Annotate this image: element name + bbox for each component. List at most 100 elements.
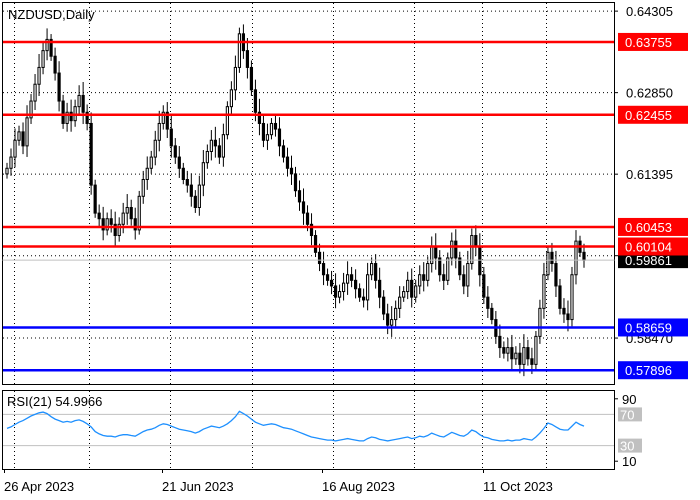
time-axis: 26 Apr 2023 21 Jun 2023 16 Aug 2023 11 Oct … bbox=[4, 469, 553, 494]
candle bbox=[21, 122, 25, 155]
candle bbox=[89, 112, 93, 195]
candle bbox=[466, 250, 470, 298]
candle bbox=[402, 286, 406, 302]
candle bbox=[562, 298, 566, 323]
candle bbox=[29, 94, 33, 124]
candle bbox=[109, 209, 113, 233]
candle bbox=[209, 130, 213, 161]
candle bbox=[197, 175, 201, 216]
time-tick-label: 26 Apr 2023 bbox=[4, 479, 74, 494]
candle bbox=[101, 206, 105, 241]
candle bbox=[217, 138, 221, 164]
candle bbox=[309, 213, 314, 246]
candle bbox=[245, 37, 250, 79]
candle bbox=[414, 279, 418, 303]
candle bbox=[354, 269, 358, 299]
candle bbox=[333, 273, 338, 309]
candle bbox=[177, 146, 181, 178]
svg-text:0.57896: 0.57896 bbox=[625, 363, 672, 378]
candle bbox=[41, 42, 45, 75]
candle bbox=[341, 272, 346, 301]
candle bbox=[61, 94, 65, 129]
candle bbox=[438, 250, 442, 282]
candle bbox=[301, 188, 306, 225]
candle bbox=[265, 123, 270, 150]
candle bbox=[193, 190, 197, 213]
candle bbox=[133, 207, 137, 240]
level-tags: 0.63755 0.62455 0.60453 0.60104 0.58659 0.578… bbox=[618, 32, 688, 380]
candle bbox=[366, 262, 370, 311]
candle bbox=[153, 130, 157, 166]
chart-title: NZDUSD,Daily bbox=[8, 7, 95, 22]
candle bbox=[205, 144, 209, 169]
candle bbox=[486, 286, 490, 319]
candle bbox=[526, 339, 530, 366]
candle bbox=[498, 324, 502, 358]
candle bbox=[426, 256, 430, 287]
candle bbox=[169, 115, 173, 158]
svg-text:0.60453: 0.60453 bbox=[625, 220, 672, 235]
rsi-line bbox=[6, 410, 585, 442]
candle bbox=[289, 155, 294, 185]
candle bbox=[490, 302, 494, 325]
current-price-tag: 0.59861 bbox=[618, 252, 688, 269]
candle bbox=[325, 268, 330, 286]
candle bbox=[510, 334, 514, 370]
candle bbox=[518, 342, 522, 374]
svg-text:70: 70 bbox=[620, 407, 634, 422]
candle bbox=[418, 265, 422, 295]
candle bbox=[37, 53, 41, 97]
vertical-grid-rsi bbox=[14, 391, 547, 469]
candle bbox=[149, 150, 153, 174]
candlestick-series bbox=[5, 24, 586, 377]
candle bbox=[454, 229, 458, 269]
candle bbox=[161, 105, 165, 130]
candle bbox=[566, 300, 570, 332]
rsi-panel-border bbox=[2, 390, 615, 470]
candle bbox=[113, 211, 117, 247]
candle bbox=[53, 47, 57, 81]
candle bbox=[554, 250, 558, 298]
candle bbox=[337, 284, 342, 304]
candle bbox=[382, 290, 386, 321]
candle bbox=[141, 170, 145, 204]
candle bbox=[13, 128, 17, 168]
candle bbox=[97, 204, 101, 227]
candle bbox=[181, 162, 185, 185]
candle bbox=[546, 246, 550, 281]
candle bbox=[534, 330, 538, 370]
candle bbox=[370, 257, 374, 281]
candle bbox=[81, 82, 85, 125]
candle bbox=[221, 123, 225, 167]
level-tag: 0.60453 bbox=[618, 217, 688, 236]
candle bbox=[406, 271, 410, 300]
candle bbox=[542, 262, 546, 319]
candle bbox=[5, 162, 9, 179]
level-tag: 0.62455 bbox=[618, 105, 688, 124]
price-panel-border bbox=[2, 2, 615, 385]
candle bbox=[185, 170, 189, 193]
candle bbox=[129, 199, 133, 226]
svg-text:0.62455: 0.62455 bbox=[625, 108, 672, 123]
price-tick-label: 0.62850 bbox=[626, 86, 673, 101]
candle bbox=[394, 300, 398, 327]
candle bbox=[470, 228, 474, 270]
candle bbox=[285, 147, 290, 177]
candle bbox=[462, 265, 466, 295]
candle bbox=[57, 61, 61, 112]
level-tag: 0.60104 bbox=[618, 237, 688, 256]
candle bbox=[173, 138, 177, 164]
candle bbox=[33, 74, 37, 110]
candle bbox=[229, 81, 233, 115]
candle bbox=[105, 212, 109, 236]
rsi-label: RSI(21) 54.9966 bbox=[7, 394, 102, 409]
candle bbox=[386, 303, 390, 335]
price-tick-label: 0.61395 bbox=[626, 167, 673, 182]
candle bbox=[189, 173, 193, 207]
candle bbox=[293, 166, 298, 197]
candle bbox=[85, 104, 89, 131]
rsi-level-tag: 30 bbox=[618, 438, 642, 454]
candle bbox=[237, 27, 242, 73]
